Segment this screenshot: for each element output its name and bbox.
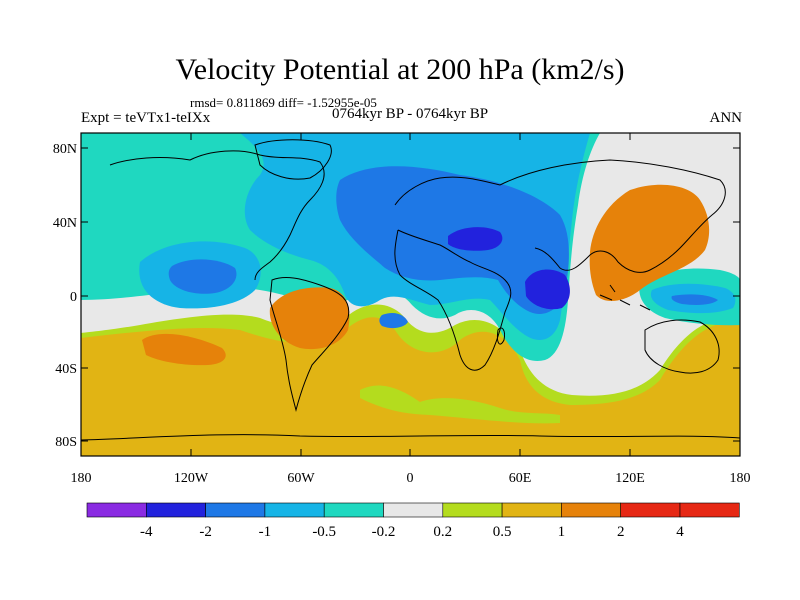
colorbar-box-1 [86, 502, 147, 518]
lon-label-0: 0 [407, 471, 414, 486]
fill-neg-2-indian [525, 269, 570, 310]
colorbar-box-4 [264, 502, 325, 518]
lat-label-80n: 80N [53, 142, 77, 157]
fill-neg-2-arabia [448, 227, 503, 251]
coast-asia [499, 159, 726, 273]
colorbar-label: 0.5 [493, 524, 512, 540]
fill-wpac-neg1 [671, 294, 718, 305]
lon-label-120w: 120W [174, 471, 209, 486]
lon-ticks [190, 133, 631, 456]
colorbar-box-8 [501, 502, 562, 518]
coastlines [81, 139, 740, 441]
coast-antarctica [81, 434, 740, 441]
rmsd-diff-stats: rmsd= 0.811869 diff= -1.52955e-05 [190, 95, 377, 110]
lon-labels: 180 120W 60W 0 60E 120E 180 [71, 471, 751, 486]
colorbar [86, 502, 740, 518]
lat-label-40n: 40N [53, 216, 77, 231]
colorbar-label: 0.2 [433, 524, 452, 540]
colorbar-box-10 [620, 502, 681, 518]
lat-label-80s: 80S [55, 435, 77, 450]
colorbar-box-2 [146, 502, 206, 518]
coast-australia [644, 319, 720, 374]
fill-lower-band [360, 385, 560, 424]
lon-label-180e: 180 [730, 471, 751, 486]
coast-north-america [109, 150, 325, 281]
colorbar-box-9 [561, 502, 622, 518]
colorbar-box-5 [323, 502, 384, 518]
season-label: ANN [709, 110, 743, 126]
colorbar-box-6 [383, 502, 444, 518]
colorbar-label: -2 [199, 524, 212, 540]
colorbar-label: -0.2 [372, 524, 396, 540]
coast-greenland [254, 139, 332, 180]
coast-europe-africa [394, 176, 512, 371]
lat-label-40s: 40S [55, 362, 77, 377]
lon-label-180w: 180 [71, 471, 92, 486]
lon-label-60w: 60W [287, 471, 315, 486]
coast-madagascar [497, 327, 505, 345]
lon-label-120e: 120E [615, 471, 645, 486]
coast-islands [599, 284, 651, 311]
coast-south-america [269, 277, 350, 412]
colorbar-label: 4 [676, 524, 684, 540]
colorbar-labels: -4 -2 -1 -0.5 -0.2 0.2 0.5 1 2 4 [140, 524, 684, 540]
lon-label-60e: 60E [509, 471, 532, 486]
colorbar-box-7 [442, 502, 503, 518]
plot-title: Velocity Potential at 200 hPa (km2/s) [175, 53, 625, 86]
colorbar-box-3 [205, 502, 266, 518]
lat-labels: 80N 40N 0 40S 80S [53, 142, 77, 450]
fill-pos-1-samerica [269, 287, 350, 350]
fill-pos-1-spac [142, 333, 226, 366]
contour-fill-layer [81, 133, 740, 456]
lat-ticks [81, 147, 740, 442]
colorbar-label: -0.5 [312, 524, 336, 540]
experiment-label: Expt = teVTx1-teIXx [81, 110, 211, 126]
colorbar-label: -4 [140, 524, 153, 540]
colorbar-label: 2 [617, 524, 625, 540]
time-period: 0764kyr BP - 0764kyr BP [331, 106, 489, 122]
colorbar-label: 1 [558, 524, 566, 540]
colorbar-label: -1 [259, 524, 272, 540]
fill-sam-neg1 [379, 312, 408, 329]
fill-epac-neg1 [168, 259, 237, 294]
lat-label-0: 0 [70, 290, 77, 305]
fill-pos-1-asia [589, 184, 710, 302]
colorbar-box-11 [679, 502, 740, 518]
